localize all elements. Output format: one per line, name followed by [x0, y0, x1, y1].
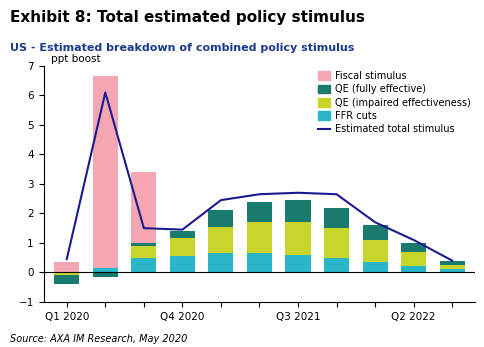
- Text: US - Estimated breakdown of combined policy stimulus: US - Estimated breakdown of combined pol…: [10, 43, 353, 53]
- Bar: [362, 262, 387, 272]
- Bar: [323, 208, 348, 228]
- Bar: [169, 231, 195, 238]
- Bar: [400, 243, 425, 252]
- Bar: [439, 270, 464, 272]
- Text: Source: AXA IM Research, May 2020: Source: AXA IM Research, May 2020: [10, 333, 187, 344]
- Bar: [92, 76, 118, 268]
- Bar: [400, 266, 425, 272]
- Bar: [208, 227, 233, 253]
- Bar: [131, 246, 156, 257]
- Bar: [92, 268, 118, 272]
- Bar: [323, 228, 348, 257]
- Bar: [92, 272, 118, 277]
- Bar: [285, 222, 310, 255]
- Bar: [285, 200, 310, 222]
- Bar: [54, 262, 79, 272]
- Bar: [54, 272, 79, 276]
- Bar: [208, 253, 233, 272]
- Text: ppt boost: ppt boost: [51, 54, 101, 65]
- Bar: [362, 225, 387, 240]
- Bar: [246, 253, 272, 272]
- Bar: [131, 172, 156, 243]
- Bar: [285, 255, 310, 272]
- Bar: [169, 256, 195, 272]
- Bar: [400, 252, 425, 266]
- Bar: [169, 238, 195, 256]
- Bar: [246, 222, 272, 253]
- Bar: [439, 261, 464, 265]
- Bar: [54, 276, 79, 284]
- Bar: [439, 265, 464, 270]
- Bar: [362, 240, 387, 262]
- Bar: [323, 257, 348, 272]
- Bar: [131, 257, 156, 272]
- Text: Exhibit 8: Total estimated policy stimulus: Exhibit 8: Total estimated policy stimul…: [10, 10, 364, 25]
- Bar: [131, 243, 156, 246]
- Legend: Fiscal stimulus, QE (fully effective), QE (impaired effectiveness), FFR cuts, Es: Fiscal stimulus, QE (fully effective), Q…: [314, 67, 473, 138]
- Bar: [208, 210, 233, 227]
- Bar: [246, 202, 272, 222]
